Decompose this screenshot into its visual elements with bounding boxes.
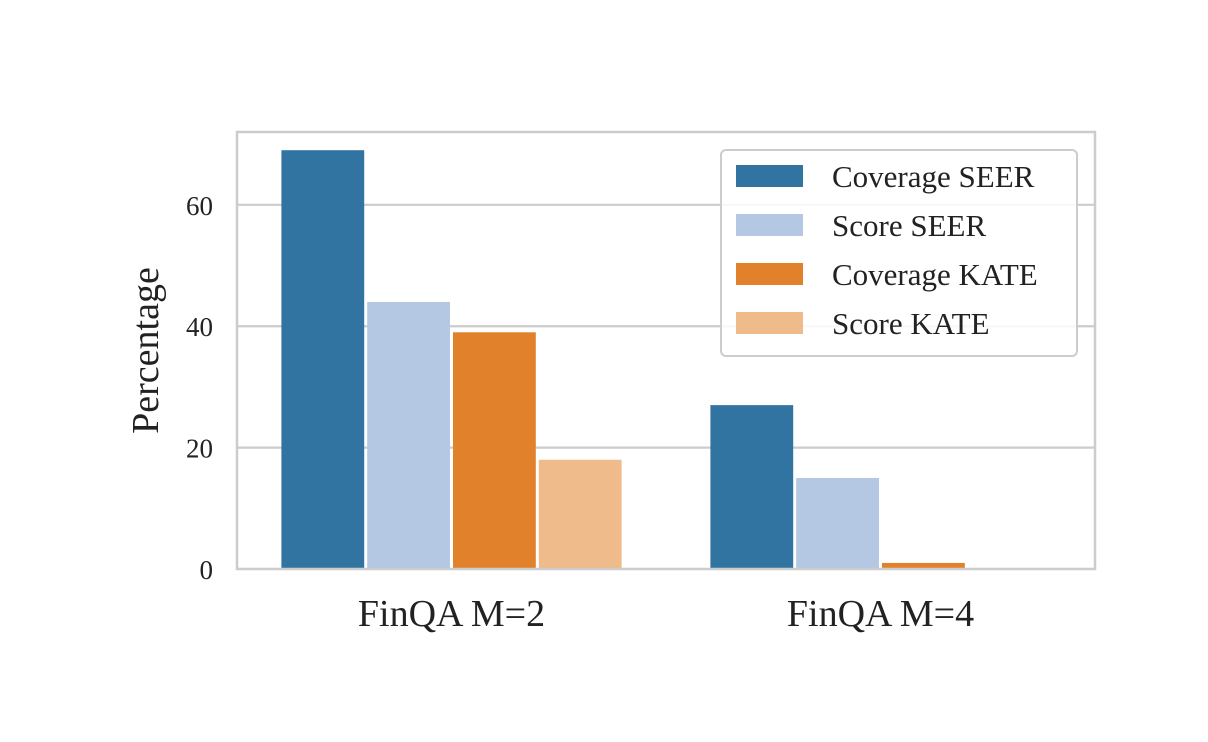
bar bbox=[796, 477, 879, 569]
x-ticks: FinQA M=2 FinQA M=4 bbox=[358, 593, 974, 635]
bar bbox=[538, 459, 622, 569]
legend-label: Score KATE bbox=[832, 306, 990, 341]
y-tick-label: 0 bbox=[200, 555, 214, 585]
bars bbox=[281, 150, 965, 570]
legend-swatch bbox=[736, 263, 803, 285]
legend-label: Coverage KATE bbox=[832, 257, 1038, 292]
plot-frame bbox=[235, 130, 1097, 571]
bar bbox=[710, 405, 794, 569]
legend-label: Coverage SEER bbox=[832, 159, 1035, 194]
legend-swatch bbox=[736, 165, 803, 187]
bar bbox=[882, 562, 965, 569]
bar bbox=[281, 150, 365, 570]
x-tick-label: FinQA M=4 bbox=[787, 593, 974, 635]
y-tick-label: 40 bbox=[186, 312, 213, 342]
legend: Coverage SEER Score SEER Coverage KATE Scor… bbox=[720, 149, 1078, 357]
legend-swatch bbox=[736, 214, 803, 236]
bar bbox=[367, 301, 450, 569]
x-tick-label: FinQA M=2 bbox=[358, 593, 545, 635]
legend-swatch bbox=[736, 312, 803, 334]
y-ticks: 0 20 40 60 bbox=[186, 191, 213, 585]
y-tick-label: 20 bbox=[186, 434, 213, 464]
y-tick-label: 60 bbox=[186, 191, 213, 221]
legend-label: Score SEER bbox=[832, 208, 986, 243]
y-axis-title: Percentage bbox=[125, 267, 167, 434]
bar bbox=[453, 332, 536, 569]
legend-box bbox=[720, 149, 1078, 357]
